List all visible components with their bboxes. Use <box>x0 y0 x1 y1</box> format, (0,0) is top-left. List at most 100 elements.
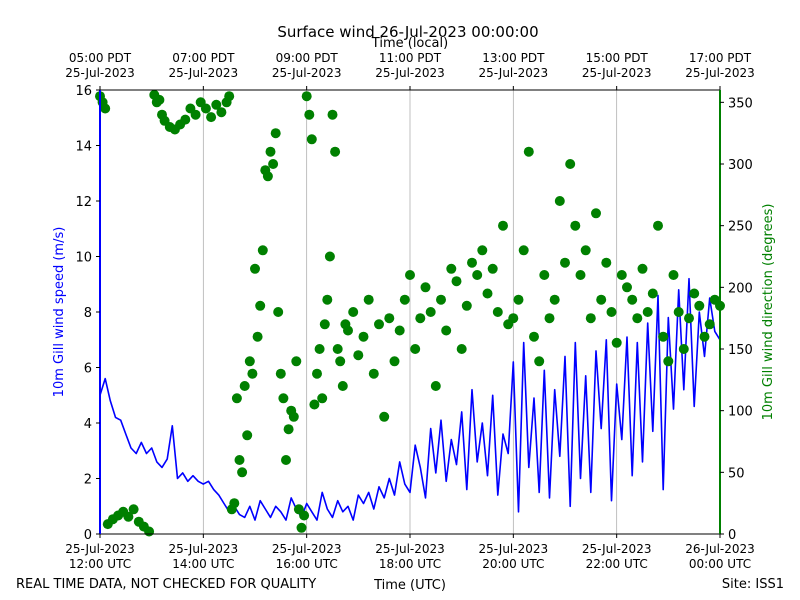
direction-point <box>622 282 632 293</box>
left-tick-label: 0 <box>84 528 92 543</box>
x-tick-label-time: 16:00 UTC <box>276 557 338 571</box>
direction-point <box>477 245 488 256</box>
direction-point <box>601 257 612 268</box>
direction-point <box>549 294 560 305</box>
direction-point <box>689 288 700 299</box>
x-tick-label-time: 00:00 UTC <box>689 557 751 571</box>
direction-point <box>291 356 302 367</box>
x-tick-label-time: 20:00 UTC <box>482 557 544 571</box>
direction-point <box>144 526 155 537</box>
direction-point <box>363 294 374 305</box>
direction-point <box>596 294 607 305</box>
direction-point <box>123 511 134 522</box>
direction-point <box>647 288 658 299</box>
top-tick-label-date: 25-Jul-2023 <box>582 66 652 80</box>
right-tick-label: 300 <box>728 158 753 173</box>
direction-point <box>461 300 472 311</box>
direction-point <box>283 424 294 435</box>
right-tick-label: 250 <box>728 220 753 235</box>
left-tick-label: 2 <box>84 473 92 488</box>
direction-point <box>539 270 550 280</box>
direction-point <box>252 331 263 342</box>
direction-point <box>384 313 395 324</box>
direction-point <box>250 263 260 274</box>
left-axis-title: 10m Gill wind speed (m/s) <box>52 227 67 398</box>
direction-point <box>451 276 462 287</box>
left-tick-label: 16 <box>75 84 92 99</box>
right-tick-label: 0 <box>728 528 736 543</box>
right-tick-label: 100 <box>728 405 753 420</box>
top-tick-label-date: 25-Jul-2023 <box>272 66 342 80</box>
right-tick-label: 150 <box>728 343 753 358</box>
top-tick-label-date: 25-Jul-2023 <box>375 66 445 80</box>
direction-point <box>518 245 529 256</box>
direction-point <box>216 107 227 118</box>
left-tick-label: 14 <box>75 140 92 155</box>
top-tick-label-date: 25-Jul-2023 <box>169 66 239 80</box>
direction-point <box>324 251 335 262</box>
direction-point <box>296 522 307 533</box>
direction-point <box>446 263 457 274</box>
direction-point <box>273 307 284 317</box>
x-tick-label-date: 25-Jul-2023 <box>169 542 239 556</box>
direction-point <box>627 294 638 305</box>
direction-point <box>632 313 643 324</box>
direction-point <box>180 114 191 125</box>
direction-point <box>330 146 341 157</box>
x-tick-label-date: 25-Jul-2023 <box>582 542 652 556</box>
direction-point <box>368 368 379 379</box>
direction-point <box>420 282 431 293</box>
direction-point <box>704 319 715 330</box>
direction-point <box>314 344 325 354</box>
direction-point <box>591 208 601 219</box>
direction-point <box>244 356 255 367</box>
direction-point <box>663 356 674 367</box>
direction-point <box>317 393 328 404</box>
top-tick-label-date: 25-Jul-2023 <box>65 66 135 80</box>
direction-point <box>100 103 111 114</box>
direction-point <box>585 313 596 324</box>
x-tick-label-date: 25-Jul-2023 <box>375 542 445 556</box>
top-tick-label-time: 15:00 PDT <box>586 51 649 65</box>
direction-point <box>467 257 477 268</box>
direction-point <box>265 146 276 157</box>
grid-lines <box>202 90 618 534</box>
x-tick-label-date: 25-Jul-2023 <box>272 542 342 556</box>
x-tick-label-time: 18:00 UTC <box>379 557 441 571</box>
direction-point <box>565 159 576 169</box>
direction-point <box>534 356 545 367</box>
direction-point <box>348 307 359 317</box>
direction-point <box>128 504 139 515</box>
x-tick-label-time: 14:00 UTC <box>172 557 234 571</box>
direction-point <box>456 344 467 354</box>
direction-point <box>242 430 253 441</box>
direction-point <box>492 307 503 317</box>
direction-point <box>332 344 343 354</box>
direction-point <box>389 356 400 367</box>
direction-point <box>327 109 338 120</box>
left-tick-label: 10 <box>75 251 92 266</box>
quality-note: REAL TIME DATA, NOT CHECKED FOR QUALITY <box>16 577 316 592</box>
direction-point <box>425 307 436 317</box>
direction-point <box>231 393 242 404</box>
direction-point <box>374 319 384 330</box>
direction-point <box>275 368 286 379</box>
direction-point <box>206 112 217 123</box>
direction-point <box>343 325 353 336</box>
direction-point <box>575 270 586 280</box>
direction-point <box>508 313 519 324</box>
direction-point <box>312 368 322 379</box>
direction-point <box>224 91 235 102</box>
direction-point <box>611 337 622 348</box>
direction-point <box>281 455 291 465</box>
direction-point <box>616 270 627 280</box>
direction-point <box>498 220 508 231</box>
left-tick-label: 6 <box>84 362 92 377</box>
direction-point <box>694 300 705 311</box>
top-tick-label-date: 25-Jul-2023 <box>685 66 755 80</box>
x-tick-label-time: 22:00 UTC <box>586 557 648 571</box>
direction-point <box>335 356 346 367</box>
chart-title: Surface wind 26-Jul-2023 00:00:00 <box>277 23 538 41</box>
direction-series <box>95 89 725 537</box>
